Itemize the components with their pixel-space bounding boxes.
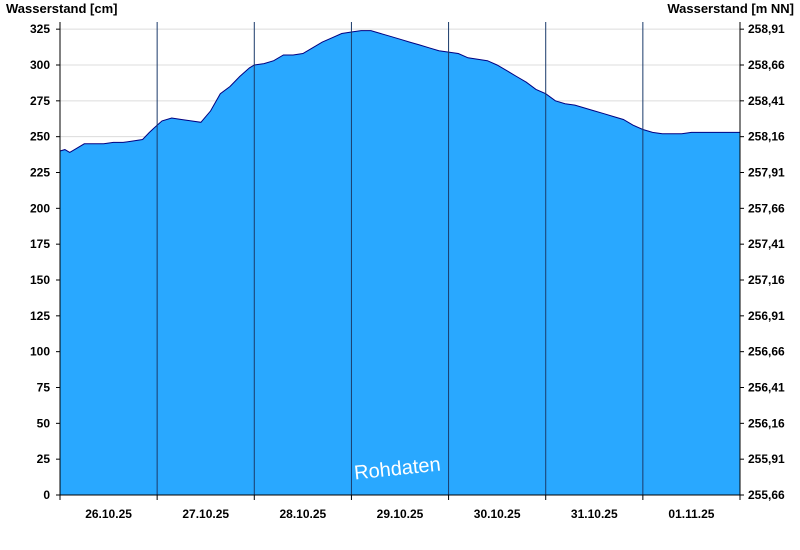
y-tick-label-right: 255,91 [748, 452, 785, 466]
y-tick-label-right: 256,41 [748, 381, 785, 395]
water-level-area [60, 30, 740, 495]
x-tick-label: 31.10.25 [571, 507, 618, 521]
day-separators [156, 22, 644, 495]
x-tick-label: 26.10.25 [85, 507, 132, 521]
x-tick-label: 01.11.25 [668, 507, 714, 521]
y-tick-label-left: 300 [30, 58, 50, 72]
x-tick-label: 27.10.25 [182, 507, 229, 521]
tick-labels: 0 25 50 75 100 125 150 175 200 225 250 275 300 325 255… [30, 22, 785, 521]
y-tick-label-left: 175 [30, 237, 50, 251]
y-tick-label-left: 50 [37, 416, 51, 430]
x-tick-label: 29.10.25 [377, 507, 424, 521]
x-tick-label: 28.10.25 [279, 507, 326, 521]
y-tick-label-left: 325 [30, 22, 50, 36]
y-tick-label-right: 258,16 [748, 130, 785, 144]
y-tick-label-right: 256,16 [748, 416, 785, 430]
y-tick-label-right: 258,66 [748, 58, 785, 72]
y-tick-label-left: 75 [37, 381, 51, 395]
x-tick-label: 30.10.25 [474, 507, 521, 521]
y-tick-label-left: 150 [30, 273, 50, 287]
water-level-line [59, 30, 740, 153]
y-tick-label-left: 225 [30, 166, 50, 180]
y-tick-label-right: 255,66 [748, 488, 785, 502]
y-tick-label-left: 100 [30, 345, 50, 359]
y-tick-label-left: 0 [43, 488, 50, 502]
y-tick-label-right: 256,91 [748, 309, 785, 323]
y-tick-label-right: 258,41 [748, 94, 785, 108]
y-tick-label-right: 257,91 [748, 166, 785, 180]
y-tick-label-left: 25 [37, 452, 51, 466]
y-tick-label-left: 125 [30, 309, 50, 323]
y-tick-label-left: 200 [30, 201, 50, 215]
y-tick-label-right: 257,16 [748, 273, 785, 287]
axes [56, 22, 744, 500]
y-axis-label-left: Wasserstand [cm] [6, 1, 118, 16]
y-axis-label-right: Wasserstand [m NN] [667, 1, 794, 16]
y-tick-label-right: 257,66 [748, 201, 785, 215]
y-tick-label-left: 250 [30, 130, 50, 144]
y-tick-label-left: 275 [30, 94, 50, 108]
y-tick-label-right: 258,91 [748, 22, 785, 36]
y-tick-label-right: 257,41 [748, 237, 785, 251]
y-tick-label-right: 256,66 [748, 345, 785, 359]
